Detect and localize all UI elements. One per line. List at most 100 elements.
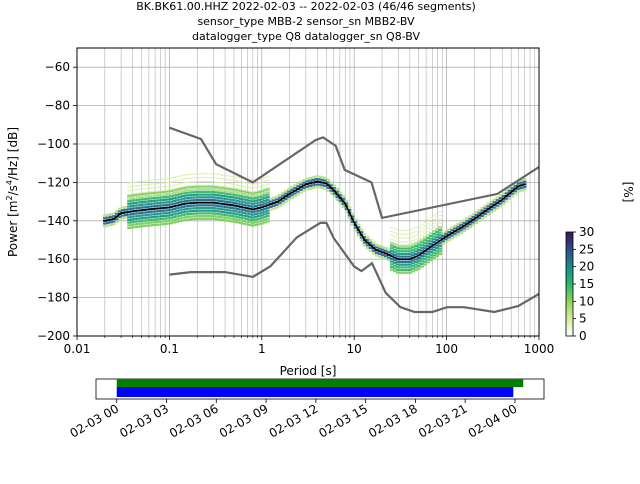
heatmap-cell: [254, 202, 258, 205]
heatmap-cell: [513, 192, 518, 196]
heatmap-cell: [489, 211, 494, 214]
heatmap-cell: [163, 190, 168, 193]
heatmap-cell: [356, 231, 361, 234]
heatmap-cell: [314, 175, 319, 178]
heatmap-cell: [169, 222, 174, 225]
heatmap-cell: [145, 191, 149, 193]
heatmap-cell: [492, 206, 497, 209]
heatmap-cell: [266, 193, 270, 196]
heatmap-cell: [130, 223, 134, 226]
heatmap-cell: [414, 250, 418, 253]
heatmap-cell: [217, 218, 222, 221]
heatmap-cell: [229, 193, 234, 196]
heatmap-cell: [465, 225, 470, 228]
heatmap-cell: [462, 221, 467, 225]
heatmap-cell: [166, 217, 171, 220]
heatmap-cell: [444, 230, 448, 233]
heatmap-cell: [438, 226, 442, 228]
heatmap-cell: [396, 252, 400, 255]
heatmap-cell: [145, 203, 149, 206]
coverage-tick-label: 02-03 03: [117, 401, 171, 440]
heatmap-cell: [241, 222, 246, 225]
heatmap-cell: [151, 194, 155, 197]
heatmap-cell: [241, 190, 246, 193]
heatmap-cell: [187, 218, 192, 221]
heatmap-cell: [468, 225, 473, 229]
heatmap-cell: [238, 192, 243, 194]
heatmap-cell: [405, 268, 409, 272]
heatmap-cell: [208, 198, 213, 202]
heatmap-cell: [238, 181, 243, 183]
heatmap-cell: [160, 190, 165, 194]
heatmap-cell: [238, 203, 243, 206]
heatmap-cell: [169, 189, 174, 191]
heatmap-cell: [172, 176, 177, 179]
heatmap-cell: [426, 223, 430, 225]
heatmap-cell: [326, 186, 331, 190]
heatmap-cell: [405, 247, 409, 250]
heatmap-cell: [263, 207, 267, 211]
heatmap-cell: [163, 201, 168, 204]
heatmap-cell: [115, 210, 119, 213]
heatmap-cell: [127, 202, 131, 205]
heatmap-cell: [196, 177, 201, 179]
heatmap-cell: [217, 185, 222, 187]
heatmap-cell: [269, 205, 273, 209]
heatmap-cell: [223, 178, 228, 180]
heatmap-cell: [151, 205, 155, 208]
heatmap-cell: [244, 201, 249, 204]
heatmap-cell: [232, 180, 237, 182]
heatmap-cell: [112, 212, 116, 215]
heatmap-cell: [154, 194, 158, 196]
heatmap-cell: [356, 234, 361, 237]
heatmap-cell: [196, 188, 201, 190]
heatmap-cell: [205, 184, 210, 186]
heatmap-cell: [202, 188, 207, 190]
heatmap-cell: [211, 184, 216, 186]
heatmap-cell: [368, 241, 373, 244]
heatmap-cell: [281, 194, 285, 197]
heatmap-cell: [211, 198, 216, 202]
heatmap-cell: [133, 217, 137, 221]
heatmap-cell: [302, 187, 306, 190]
heatmap-cell: [160, 186, 165, 188]
heatmap-cell: [257, 212, 261, 215]
heatmap-cell: [420, 257, 424, 260]
heatmap-cell: [184, 181, 189, 183]
heatmap-cell: [435, 236, 439, 239]
heatmap-cell: [399, 237, 403, 239]
heatmap-cell: [244, 223, 249, 226]
heatmap-cell: [426, 258, 430, 261]
heatmap-cell: [115, 218, 119, 221]
heatmap-cell: [241, 189, 246, 191]
heatmap-cell: [121, 217, 125, 220]
heatmap-cell: [374, 243, 379, 246]
heatmap-cell: [214, 196, 219, 199]
heatmap-cell: [223, 195, 228, 198]
heatmap-cell: [392, 239, 397, 241]
heatmap-cell: [432, 215, 436, 217]
heatmap-cell: [151, 224, 155, 227]
heatmap-cell: [184, 218, 189, 221]
heatmap-cell: [248, 199, 252, 202]
heatmap-cell: [238, 208, 243, 211]
heatmap-cell: [389, 238, 394, 240]
heatmap-cell: [241, 217, 246, 220]
heatmap-cell: [127, 190, 131, 192]
heatmap-cell: [205, 204, 210, 207]
heatmap-cell: [414, 244, 418, 248]
heatmap-cell: [501, 194, 506, 198]
y-tick-label: −180: [37, 291, 70, 305]
heatmap-cell: [389, 242, 394, 244]
heatmap-cell: [226, 187, 231, 190]
heatmap-cell: [266, 179, 270, 181]
heatmap-cell: [133, 215, 137, 218]
heatmap-cell: [266, 209, 270, 212]
heatmap-cell: [423, 260, 427, 263]
heatmap-cell: [130, 189, 134, 191]
heatmap-cell: [169, 181, 174, 183]
heatmap-cell: [160, 190, 165, 192]
heatmap-cell: [456, 225, 461, 228]
heatmap-cell: [115, 220, 119, 223]
heatmap-cell: [426, 237, 430, 240]
